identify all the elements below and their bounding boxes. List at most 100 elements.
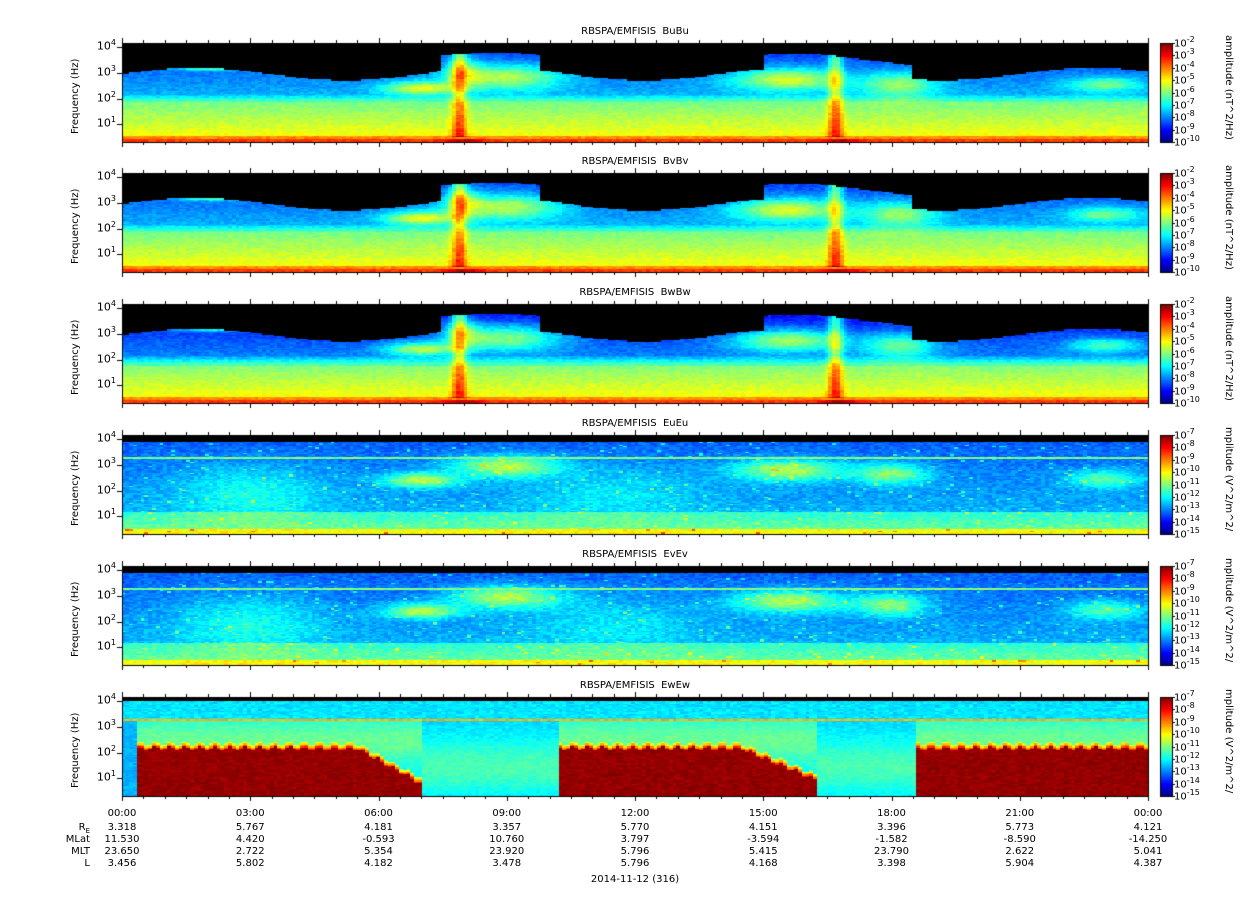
colorbar-tick-label: 10-3 bbox=[1174, 177, 1195, 192]
y-tick-label: 102 bbox=[96, 350, 116, 366]
y-tick-label: 104 bbox=[96, 430, 116, 446]
y-tick-label: 101 bbox=[96, 769, 116, 784]
colorbar-tick-label: 10-9 bbox=[1174, 713, 1195, 729]
colorbar-tick-label: 10-14 bbox=[1174, 644, 1200, 659]
panel-title-2: RBSPA/EMFISIS BwBw bbox=[579, 287, 691, 298]
ephemeris-value: 2.722 bbox=[235, 846, 265, 857]
x-tick-label: 12:00 bbox=[620, 808, 650, 819]
y-tick-label: 102 bbox=[96, 481, 116, 497]
colorbar-tick-label: 10-4 bbox=[1174, 59, 1195, 75]
ephemeris-value: 3.357 bbox=[492, 822, 522, 833]
ephemeris-label: L bbox=[84, 858, 90, 869]
colorbar-tick-label: 10-7 bbox=[1174, 226, 1195, 242]
y-tick-label: 103 bbox=[96, 587, 116, 602]
ephemeris-value: 4.182 bbox=[364, 858, 393, 869]
colorbar-tick-label: 10-14 bbox=[1174, 775, 1200, 790]
ephemeris-value: 3.318 bbox=[107, 822, 137, 833]
ephemeris-value: 4.151 bbox=[748, 822, 778, 833]
y-tick-label: 104 bbox=[96, 299, 116, 315]
date-label: 2014-11-12 (316) bbox=[590, 874, 680, 885]
ephemeris-value: 5.802 bbox=[235, 858, 265, 869]
y-tick-label: 102 bbox=[96, 743, 116, 759]
ephemeris-value: 3.797 bbox=[620, 834, 650, 845]
colorbar-tick-label: 10-4 bbox=[1174, 189, 1195, 205]
ephemeris-value: 4.387 bbox=[1133, 858, 1163, 869]
ephemeris-value: 3.456 bbox=[107, 858, 137, 869]
ephemeris-value: 4.121 bbox=[1133, 822, 1163, 833]
colorbar-tick-label: 10-10 bbox=[1174, 464, 1200, 479]
colorbar-tick-label: 10-12 bbox=[1174, 619, 1200, 635]
y-tick-label: 104 bbox=[96, 561, 116, 577]
colorbar-tick-label: 10-15 bbox=[1174, 788, 1200, 803]
colorbar-tick-label: 10-5 bbox=[1174, 202, 1195, 217]
colorbar-tick-label: 10-6 bbox=[1174, 214, 1195, 229]
x-tick-label: 06:00 bbox=[364, 808, 393, 819]
colorbar-tick-label: 10-8 bbox=[1174, 439, 1195, 454]
x-tick-label: 00:00 bbox=[1133, 808, 1163, 819]
colorbar-tick-label: 10-13 bbox=[1174, 763, 1200, 778]
colorbar-tick-label: 10-7 bbox=[1174, 427, 1195, 442]
colorbar-tick-label: 10-4 bbox=[1174, 320, 1195, 336]
colorbar-tick-label: 10-7 bbox=[1174, 96, 1195, 112]
ephemeris-value: 2.622 bbox=[1005, 846, 1035, 857]
colorbar-tick-label: 10-8 bbox=[1174, 701, 1195, 716]
x-tick-label: 09:00 bbox=[492, 808, 522, 819]
y-tick-label: 103 bbox=[96, 194, 116, 209]
colorbar-tick-label: 10-8 bbox=[1174, 239, 1195, 254]
panel-title-4: RBSPA/EMFISIS EvEv bbox=[582, 549, 688, 560]
colorbar-label-0: amplitude (nT^2/Hz) bbox=[1223, 35, 1234, 140]
x-tick-label: 00:00 bbox=[107, 808, 137, 819]
colorbar-label-2: amplitude (nT^2/Hz) bbox=[1223, 296, 1234, 401]
x-tick-label: 15:00 bbox=[748, 808, 778, 819]
x-tick-label: 18:00 bbox=[877, 808, 906, 819]
ephemeris-value: 10.760 bbox=[489, 834, 525, 845]
ephemeris-value: -14.250 bbox=[1128, 834, 1168, 845]
ephemeris-value: 5.041 bbox=[1133, 846, 1163, 857]
ephemeris-value: 5.773 bbox=[1005, 822, 1035, 833]
colorbar-tick-label: 10-7 bbox=[1174, 357, 1195, 373]
y-tick-label: 103 bbox=[96, 325, 116, 340]
ephemeris-value: 5.415 bbox=[748, 846, 778, 857]
colorbar-tick-label: 10-11 bbox=[1174, 476, 1200, 491]
colorbar-tick-label: 10-8 bbox=[1174, 109, 1195, 124]
ephemeris-label: RE bbox=[78, 822, 90, 835]
colorbar-tick-label: 10-13 bbox=[1174, 501, 1200, 516]
colorbar-tick-label: 10-8 bbox=[1174, 370, 1195, 385]
colorbar-tick-label: 10-9 bbox=[1174, 451, 1195, 467]
panel-title-1: RBSPA/EMFISIS BvBv bbox=[581, 156, 689, 167]
y-tick-label: 102 bbox=[96, 612, 116, 628]
colorbar-tick-label: 10-10 bbox=[1174, 134, 1200, 149]
ephemeris-value: 5.796 bbox=[620, 846, 650, 857]
colorbar-tick-label: 10-8 bbox=[1174, 570, 1195, 585]
ephemeris-value: 3.478 bbox=[492, 858, 522, 869]
colorbar-tick-label: 10-5 bbox=[1174, 72, 1195, 87]
colorbar-tick-label: 10-9 bbox=[1174, 121, 1195, 136]
ephemeris-value: 3.396 bbox=[877, 822, 906, 833]
colorbar-tick-label: 10-5 bbox=[1174, 333, 1195, 348]
panel-title-3: RBSPA/EMFISIS EuEu bbox=[581, 418, 689, 429]
ephemeris-value: 4.420 bbox=[235, 834, 265, 845]
colorbar-tick-label: 10-2 bbox=[1174, 296, 1195, 311]
colorbar-tick-label: 10-12 bbox=[1174, 488, 1200, 504]
colorbar-tick-label: 10-10 bbox=[1174, 395, 1200, 410]
y-tick-label: 101 bbox=[96, 507, 116, 522]
x-tick-label: 21:00 bbox=[1005, 808, 1035, 819]
colorbar-tick-label: 10-9 bbox=[1174, 582, 1195, 598]
y-tick-label: 101 bbox=[96, 245, 116, 260]
y-tick-label: 102 bbox=[96, 219, 116, 235]
y-tick-label: 104 bbox=[96, 692, 116, 708]
colorbar-tick-label: 10-9 bbox=[1174, 251, 1195, 266]
ephemeris-value: 5.354 bbox=[364, 846, 393, 857]
colorbar-tick-label: 10-7 bbox=[1174, 558, 1195, 573]
ephemeris-label: MLT bbox=[71, 846, 90, 857]
colorbar-tick-label: 10-15 bbox=[1174, 526, 1200, 541]
y-tick-label: 102 bbox=[96, 89, 116, 105]
y-tick-label: 103 bbox=[96, 64, 116, 79]
colorbar-tick-label: 10-3 bbox=[1174, 47, 1195, 62]
colorbar-tick-label: 10-12 bbox=[1174, 750, 1200, 766]
y-tick-label: 101 bbox=[96, 376, 116, 391]
colorbar-label-4: mplitude (V^2/m^2/ bbox=[1223, 558, 1234, 663]
colorbar-tick-label: 10-9 bbox=[1174, 382, 1195, 397]
ephemeris-value: 23.790 bbox=[874, 846, 909, 857]
